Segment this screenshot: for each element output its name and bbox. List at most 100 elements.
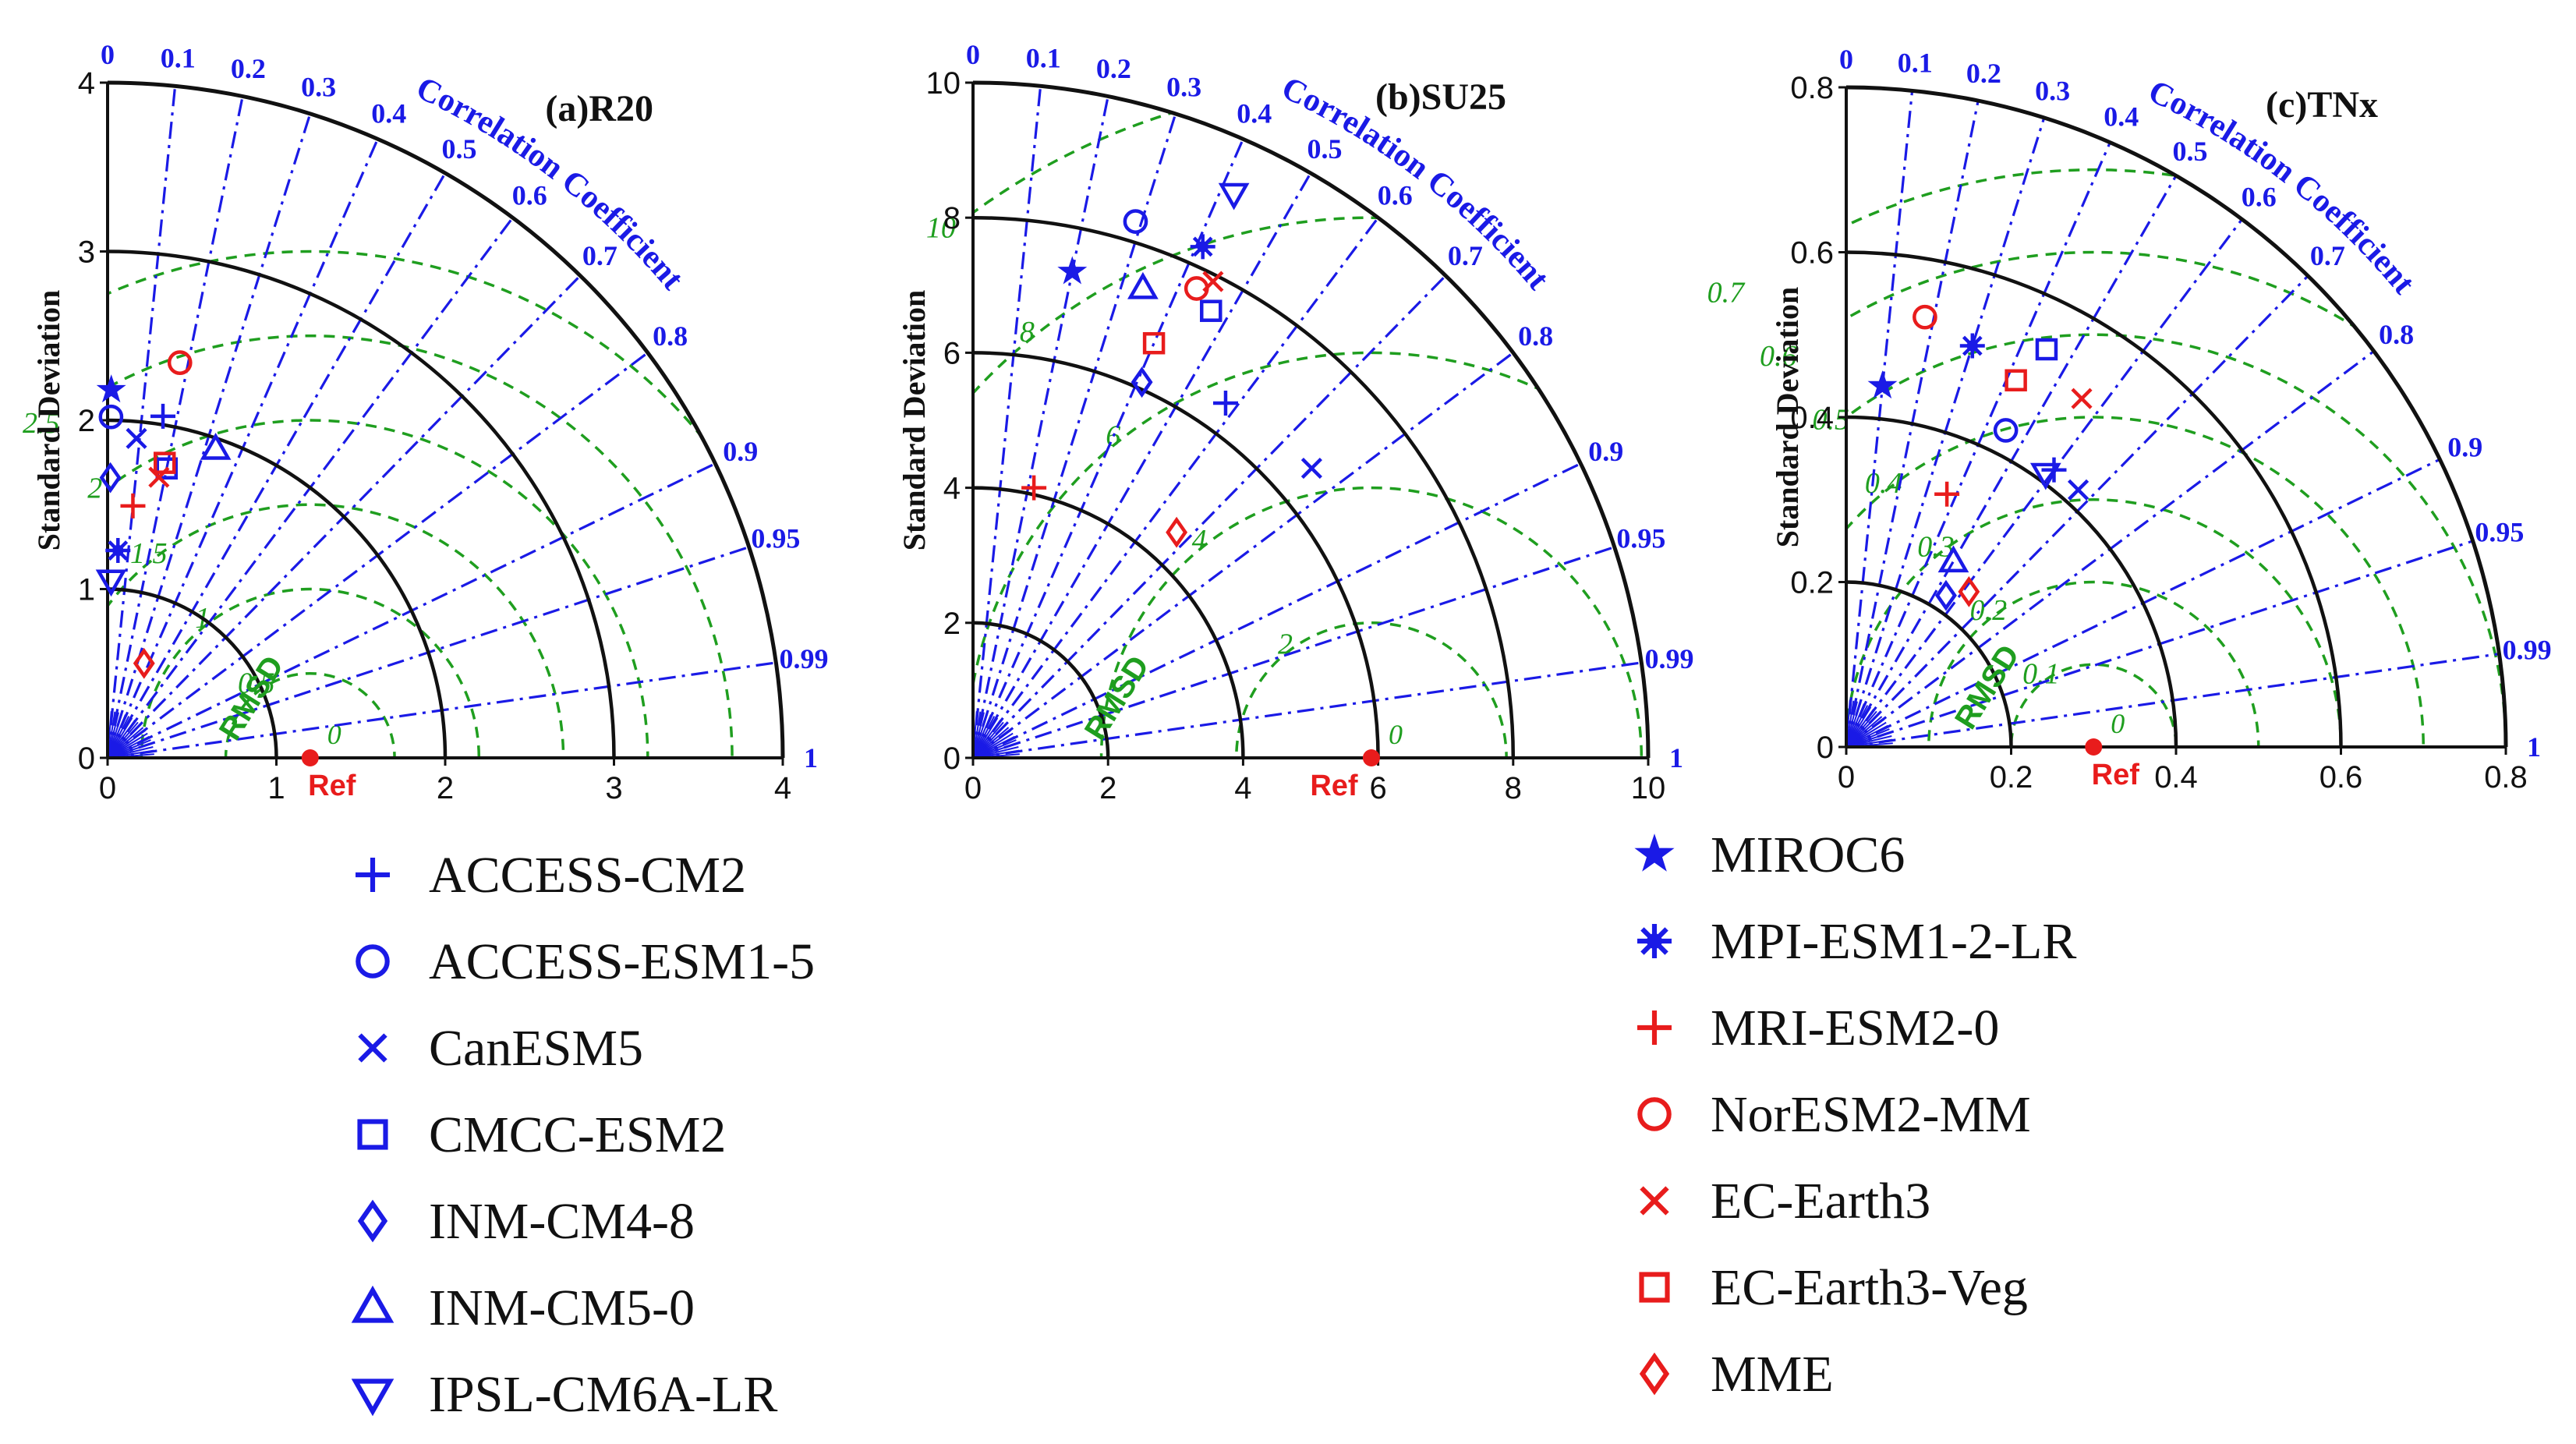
legend-label: MRI-ESM2-0 <box>1711 1000 1999 1056</box>
correlation-tick-label: 0.2 <box>1096 53 1131 84</box>
x-tick-label: 0.6 <box>2319 760 2363 795</box>
y-axis-label: Standard Deviation <box>1770 287 1805 548</box>
correlation-tick-label: 1 <box>804 742 818 773</box>
correlation-ray <box>972 352 1514 759</box>
correlation-tick-label: 0.3 <box>2035 76 2070 107</box>
model-point-mme <box>133 647 155 679</box>
legend-item: ACCESS-CM2 <box>356 847 746 904</box>
rmsd-circle <box>973 216 1648 758</box>
model-point-access-esm1-5 <box>1123 209 1148 234</box>
y-tick-label: 0 <box>1817 731 1834 765</box>
model-point-cmcc-esm2 <box>1200 299 1223 322</box>
legend-label: EC-Earth3-Veg <box>1711 1259 2028 1316</box>
model-point-access-cm2 <box>150 403 176 429</box>
reference-label: Ref <box>2092 759 2140 791</box>
correlation-tick-label: 0.3 <box>301 72 336 103</box>
legend-label: INM-CM5-0 <box>429 1279 695 1336</box>
correlation-tick-label: 0.2 <box>231 53 266 84</box>
std-arc <box>107 418 448 759</box>
correlation-tick-label: 0.4 <box>1237 97 1272 129</box>
correlation-tick-label: 0.7 <box>582 240 617 271</box>
reference-point <box>301 749 319 766</box>
correlation-ray <box>971 274 1447 759</box>
model-point-ec-earth3-veg <box>1142 331 1166 355</box>
reference-label: Ref <box>1310 770 1358 802</box>
model-point-ec-earth3 <box>2071 388 2093 409</box>
correlation-tick-label: 0.6 <box>2242 181 2277 212</box>
model-point-miroc6 <box>96 374 126 403</box>
correlation-tick-label: 0 <box>101 39 115 70</box>
legend-label: MME <box>1711 1346 1834 1403</box>
model-point-ipsl-cm6a-lr <box>2029 462 2061 490</box>
model-point-ipsl-cm6a-lr <box>95 569 127 597</box>
model-point-inm-cm4-8 <box>1935 579 1957 611</box>
rmsd-axis-label: RMSD <box>213 650 291 746</box>
legend-label: ACCESS-ESM1-5 <box>429 933 815 990</box>
y-tick-label: 0.4 <box>1790 401 1834 435</box>
correlation-tick-label: 0.95 <box>751 522 800 554</box>
rmsd-level-label: 0.2 <box>1970 594 2008 627</box>
taylor-panels: 0.511.522.53000.10.20.30.40.50.60.70.80.… <box>23 39 2552 805</box>
legend-item: CanESM5 <box>358 1020 643 1077</box>
y-tick-label: 0.8 <box>1790 71 1834 105</box>
reference-label: Ref <box>308 770 356 802</box>
correlation-ray <box>971 86 1042 759</box>
legend-label: CMCC-ESM2 <box>429 1106 726 1163</box>
correlation-tick-label: 1 <box>1669 742 1683 773</box>
std-arc <box>1845 580 2013 748</box>
legend-marker <box>1637 1097 1672 1131</box>
rmsd-level-label: 2 <box>1278 628 1293 661</box>
correlation-rays <box>106 86 777 759</box>
y-tick-label: 1 <box>78 573 95 607</box>
y-tick-label: 2 <box>78 404 95 438</box>
correlation-tick-label: 0.8 <box>2379 319 2414 350</box>
model-point-ec-earth3-veg <box>2005 369 2027 391</box>
correlation-tick-label: 1 <box>2527 731 2541 763</box>
panel-title: (b)SU25 <box>1375 76 1506 118</box>
legend-marker <box>356 858 390 892</box>
model-point-mpi-esm1-2-lr <box>1959 333 1985 359</box>
model-point-canesm5 <box>1300 457 1322 480</box>
y-tick-label: 4 <box>78 66 95 101</box>
correlation-ray <box>971 138 1244 759</box>
y-axis-label: Standard Deviation <box>31 290 66 551</box>
x-tick-label: 1 <box>267 771 285 805</box>
taylor-panel-1: 0.511.522.53000.10.20.30.40.50.60.70.80.… <box>23 39 828 805</box>
reference-point <box>1362 749 1380 766</box>
model-point-mri-esm2-0 <box>1021 475 1047 501</box>
rmsd-circle <box>1846 498 2343 747</box>
x-tick-label: 6 <box>1369 771 1386 805</box>
legend-label: CanESM5 <box>429 1020 643 1077</box>
legend-marker <box>1634 833 1675 872</box>
model-point-noresm2-mm <box>1913 304 1937 330</box>
model-point-access-esm1-5 <box>98 404 124 430</box>
y-tick-label: 3 <box>78 235 95 270</box>
x-tick-label: 0 <box>1838 760 1855 795</box>
legend-marker <box>357 1199 388 1243</box>
std-arc <box>1845 415 2178 748</box>
x-tick-label: 0 <box>99 771 116 805</box>
std-arcs <box>107 250 616 759</box>
rmsd-level-label: 0.6 <box>1760 340 1797 373</box>
panel-title: (a)R20 <box>545 88 653 129</box>
correlation-ray <box>972 661 1642 759</box>
model-point-mri-esm2-0 <box>1934 481 1960 507</box>
legend-label: MIROC6 <box>1711 826 1905 883</box>
rmsd-level-label: 8 <box>1020 316 1035 349</box>
correlation-tick-label: 0.4 <box>2104 101 2139 133</box>
model-point-canesm5 <box>2067 479 2089 501</box>
rmsd-circle <box>140 587 481 758</box>
rmsd-circle <box>1846 168 2506 747</box>
legend: ACCESS-CM2 ACCESS-ESM1-5 CanESM5 CMCC-ESM2 I… <box>351 826 2076 1423</box>
legend-marker <box>356 944 390 979</box>
correlation-ray <box>972 462 1582 759</box>
y-axis-label: Standard Deviation <box>897 290 932 551</box>
rmsd-level-label: 4 <box>1192 524 1207 557</box>
rmsd-level-label: 0 <box>2111 708 2125 739</box>
correlation-tick-label: 0.7 <box>1448 240 1483 271</box>
legend-marker <box>351 1379 395 1417</box>
y-tick-label: 0.2 <box>1790 566 1834 600</box>
correlation-tick-label: 0.6 <box>512 179 547 211</box>
rmsd-level-label: 0.5 <box>1812 404 1849 437</box>
model-point-access-esm1-5 <box>1993 418 2019 443</box>
